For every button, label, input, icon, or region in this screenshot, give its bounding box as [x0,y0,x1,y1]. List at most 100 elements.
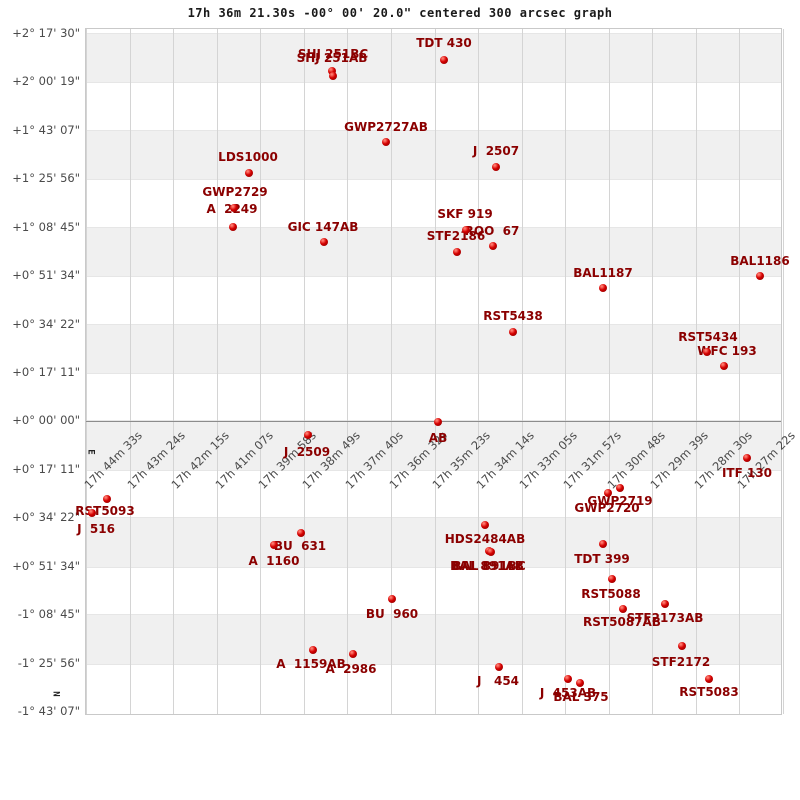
ra-gridline [478,29,479,714]
star-label: BAL 891AB [450,559,524,573]
star-label: STF2173AB [626,611,704,625]
dec-tick-label: +1° 43' 07" [12,122,80,137]
star-label: RST5083 [679,685,739,699]
star-label: BU 631 [273,539,327,553]
star-dot [328,67,336,75]
dec-zero-line [86,421,781,422]
star-dot [720,362,728,370]
star-label: BU 960 [365,607,419,621]
star-dot [329,72,337,80]
star-dot [349,650,357,658]
star-label: STF2172 [651,655,711,669]
star-label: J 453AB [539,686,597,700]
star-dot [88,509,96,517]
star-label: RST5093 [75,504,135,518]
star-dot [388,595,396,603]
star-dot [495,663,503,671]
ra-gridline [522,29,523,714]
plot-area [85,28,784,715]
star-dot [564,675,572,683]
star-dot [487,548,495,556]
star-dot [382,138,390,146]
star-dot [434,418,442,426]
star-label: RST5438 [483,309,543,323]
dec-band [86,323,781,374]
star-label: BAL1187 [573,266,633,280]
star-label: BAL1186 [730,254,790,268]
dec-tick-label: +0° 17' 11" [12,365,80,379]
ra-gridline [435,29,436,714]
orientation-marker-n: N [50,691,61,697]
star-label: J 454 [476,674,520,688]
star-label: RST5434 [678,330,738,344]
star-label: J 516 [77,522,115,536]
dec-tick-label: +2° 17' 30" [12,26,80,40]
star-dot [270,541,278,549]
star-dot [661,600,669,608]
dec-band [86,226,781,278]
ra-gridline [739,29,740,714]
star-label: SHJ 251AB [296,51,368,65]
ra-gridline [86,29,87,714]
star-dot [756,272,764,280]
ra-gridline [217,29,218,714]
ra-gridline [391,29,392,714]
star-dot [705,675,713,683]
star-dot [599,284,607,292]
star-dot [509,328,517,336]
star-label: RST5088 [581,587,641,601]
star-dot [229,223,237,231]
star-dot [489,242,497,250]
star-label: A 2986 [325,662,377,676]
star-dot [703,348,711,356]
star-dot [743,454,751,462]
star-label: STF2186 [426,229,486,243]
star-label: J 2509 [283,445,331,459]
star-label: GWP2727AB [344,120,428,134]
chart-title: 17h 36m 21.30s -00° 00' 20.0" centered 3… [187,6,613,20]
star-label: GIC 147AB [287,220,359,234]
dec-tick-label: +2° 00' 19" [12,74,80,89]
ra-gridline [609,29,610,714]
star-dot [103,495,111,503]
star-label: GWP2720 [574,501,640,515]
star-label: SKF 919 [437,207,493,221]
orientation-marker-e: E [85,449,96,455]
dec-band [86,420,781,471]
star-dot [616,484,624,492]
star-dot [440,56,448,64]
star-label: BAL 375 [553,690,609,704]
star-dot [309,646,317,654]
star-dot [492,163,500,171]
star-dot [245,169,253,177]
dec-tick-label: +0° 51' 34" [12,268,80,283]
star-label: AB [428,431,448,445]
star-dot [599,540,607,548]
star-dot [320,238,328,246]
ra-gridline [130,29,131,714]
star-dot [619,605,627,613]
star-dot [462,226,470,234]
ra-gridline [260,29,261,714]
ra-gridline [565,29,566,714]
star-dot [608,575,616,583]
star-label: A 1160 [248,554,300,568]
ra-gridline [173,29,174,714]
star-label: TDT 430 [416,36,472,50]
dec-band [86,614,781,665]
star-label: BAL 891BC [452,559,526,573]
dec-tick-label: +0° 00' 00" [12,413,80,428]
ra-gridline [304,29,305,714]
dec-tick-label: -1° 43' 07" [17,704,80,719]
star-label: J 2507 [472,144,520,158]
dec-tick-label: +1° 25' 56" [12,171,80,186]
dec-tick-label: +0° 34' 22" [12,510,80,525]
ra-gridline [652,29,653,714]
dec-tick-label: +0° 34' 22" [12,316,80,331]
star-dot [230,204,238,212]
dec-band [86,129,781,181]
dec-tick-label: +0° 17' 11" [12,461,80,476]
ra-gridline [696,29,697,714]
star-label: LDS1000 [218,150,278,164]
star-dot [678,642,686,650]
